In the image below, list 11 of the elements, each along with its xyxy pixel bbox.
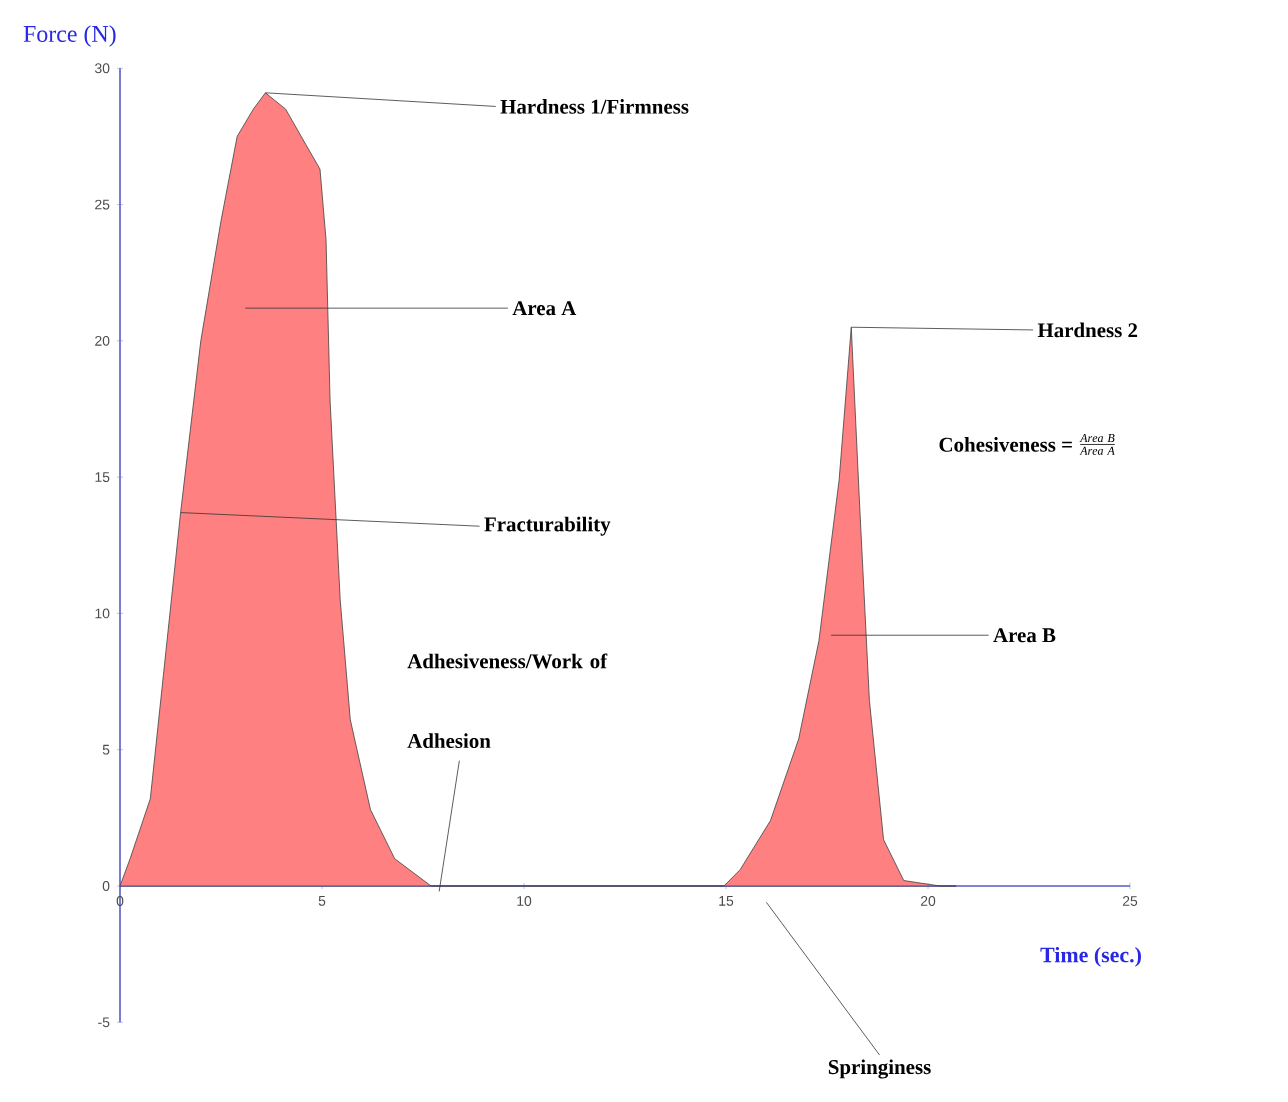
text: Springiness [828,1059,931,1079]
y-axis-title: Force (N) [23,25,116,47]
annotation: Area B [993,628,1056,643]
annotation: Cohesiveness = [939,437,1072,452]
x-axis-title: Time (sec.) [1040,946,1141,967]
annotation: Area A [512,301,577,316]
annotation: Fracturability [484,516,611,536]
annotation: $\frac{\mathit{Area\ B}}{\mathit{Area\ A}}$ [1079,434,1115,455]
annotation: Hardness 2 [1037,322,1138,338]
annotation: Hardness 1/Firmness [500,99,689,114]
text: Adhesiveness/Work of Adhesion [407,653,608,749]
